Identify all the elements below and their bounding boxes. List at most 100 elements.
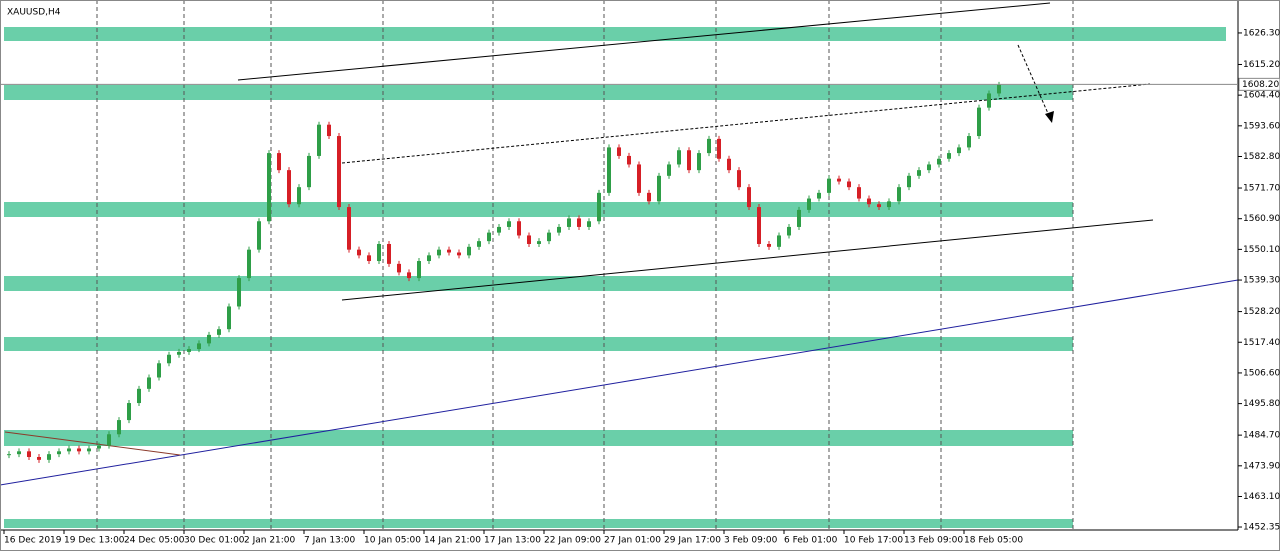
candle-body [417,261,421,279]
candle-body [627,155,631,165]
candle-body [977,107,981,137]
candle-body [747,187,751,208]
candle-body [447,249,451,253]
x-tick-label: 10 Feb 17:00 [844,536,903,546]
candle-body [337,136,341,208]
candle-body [377,243,381,262]
x-tick-label: 2 Jan 21:00 [244,536,296,546]
trendline [341,83,1151,164]
candle-body [637,164,641,193]
candle-body [697,153,701,171]
candle-body [657,175,661,202]
candle-body [347,207,351,250]
x-tick-label: 13 Feb 09:00 [904,536,963,546]
candle-body [177,351,181,355]
x-tick-label: 14 Jan 21:00 [424,536,481,546]
candle-body [807,198,811,210]
candle-body [557,226,561,233]
candle-body [667,164,671,176]
candle-body [847,181,851,188]
candle-body [397,263,401,273]
candle-body [357,249,361,256]
candle-body [497,226,501,233]
candle-body [917,170,921,176]
candle-body [567,218,571,227]
candle-body [797,209,801,227]
candle-body [677,150,681,165]
candle-body [757,207,761,244]
candle-body [297,187,301,205]
y-tick-label: 1484.70 [1243,431,1280,441]
x-tick-label: 6 Feb 01:00 [784,536,838,546]
zone [4,202,1073,217]
candle-body [817,192,821,199]
trendlines [0,2,1239,486]
candle-body [687,150,691,171]
x-tick-label: 22 Jan 09:00 [544,536,601,546]
candle-body [67,448,71,452]
y-tick-label: 1473.90 [1243,461,1280,471]
candle-body [17,451,21,455]
x-tick-label: 30 Dec 01:00 [184,536,245,546]
candle-body [537,241,541,244]
candle-body [457,252,461,256]
trendline [0,279,1239,486]
x-tick-label: 18 Feb 05:00 [964,536,1023,546]
candle-body [187,349,191,352]
y-tick-label: 1463.10 [1243,492,1280,502]
candle-body [327,124,331,137]
y-tick-label: 1571.70 [1243,184,1280,194]
candle-body [897,187,901,202]
candle-body [877,204,881,208]
x-tick-label: 16 Dec 2019 [4,536,62,546]
candle-body [517,221,521,236]
y-tick-label: 1506.60 [1243,368,1280,378]
candle-body [117,420,121,435]
candle-body [827,178,831,193]
y-tick-label: 1560.90 [1243,214,1280,224]
x-tick-label: 27 Jan 01:00 [604,536,661,546]
candle-body [937,158,941,165]
candle-body [527,235,531,244]
candle-body [287,170,291,205]
candle-body [427,255,431,262]
candle-body [737,170,741,188]
candle-body [307,155,311,188]
candle-body [387,243,391,264]
y-tick-label: 1495.80 [1243,399,1280,409]
trendline [237,2,1051,81]
y-tick-label: 1539.30 [1243,276,1280,286]
candle-body [947,153,951,159]
zone [4,337,1073,351]
candle-body [277,153,281,171]
x-tick-label: 3 Feb 09:00 [724,536,778,546]
x-tick-label: 19 Dec 13:00 [64,536,125,546]
candle-body [927,164,931,171]
zone [4,27,1226,41]
candle-body [257,221,261,250]
candle-body [57,451,61,455]
zone [4,276,1073,291]
candle-body [727,158,731,171]
candle-body [577,218,581,227]
current-price-box [1238,77,1280,91]
candle-body [367,255,371,262]
candle-body [547,232,551,242]
y-tick-label: 1626.30 [1243,28,1280,38]
candle-body [997,84,1001,94]
y-tick-label: 1528.20 [1243,307,1280,317]
zone [4,85,1073,100]
candle-body [237,278,241,307]
trendline [4,431,181,456]
candle-body [97,445,101,449]
candle-body [247,249,251,279]
candle-body [87,448,91,452]
candle-body [27,451,31,458]
candles [7,81,1001,463]
candle-body [957,147,961,154]
arrow-head [1045,111,1054,123]
candle-body [127,403,131,421]
